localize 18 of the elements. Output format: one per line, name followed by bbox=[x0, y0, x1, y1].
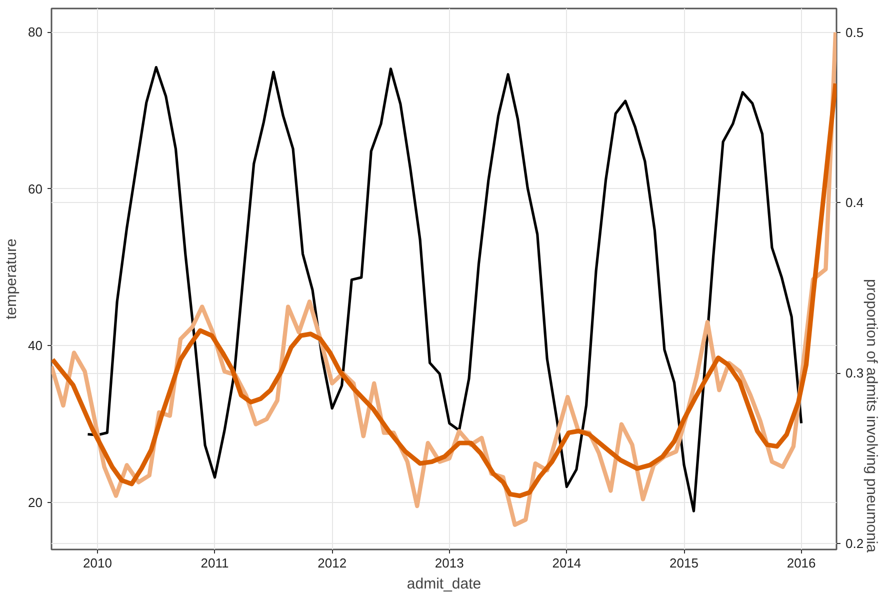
y2-tick-label: 0.2 bbox=[846, 536, 864, 552]
x-tick-label: 2010 bbox=[83, 556, 112, 570]
y2-tick-label: 0.5 bbox=[846, 24, 864, 40]
x-tick-label: 2015 bbox=[670, 556, 698, 570]
x-tick-label: 2016 bbox=[786, 556, 816, 570]
y2-tick-label: 0.4 bbox=[846, 195, 864, 210]
y-axis-title: temperature bbox=[3, 238, 20, 320]
x-tick-label: 2013 bbox=[434, 556, 464, 570]
y2-axis-title: proportion of admits involving pneumonia bbox=[863, 279, 880, 554]
y-tick-label: 40 bbox=[28, 338, 43, 354]
y-tick-label: 80 bbox=[28, 24, 43, 40]
x-tick-label: 2014 bbox=[552, 556, 582, 570]
y2-tick-label: 0.3 bbox=[846, 366, 864, 381]
y-tick-label: 20 bbox=[28, 494, 43, 510]
x-axis-title: admit_date bbox=[406, 576, 482, 592]
x-tick-label: 2012 bbox=[318, 556, 347, 570]
y-tick-label: 60 bbox=[28, 181, 43, 196]
x-tick-label: 2011 bbox=[200, 556, 229, 570]
